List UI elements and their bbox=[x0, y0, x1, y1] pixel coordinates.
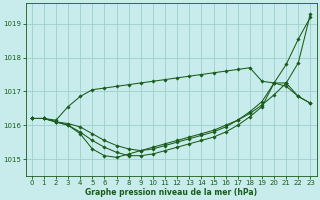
X-axis label: Graphe pression niveau de la mer (hPa): Graphe pression niveau de la mer (hPa) bbox=[85, 188, 257, 197]
